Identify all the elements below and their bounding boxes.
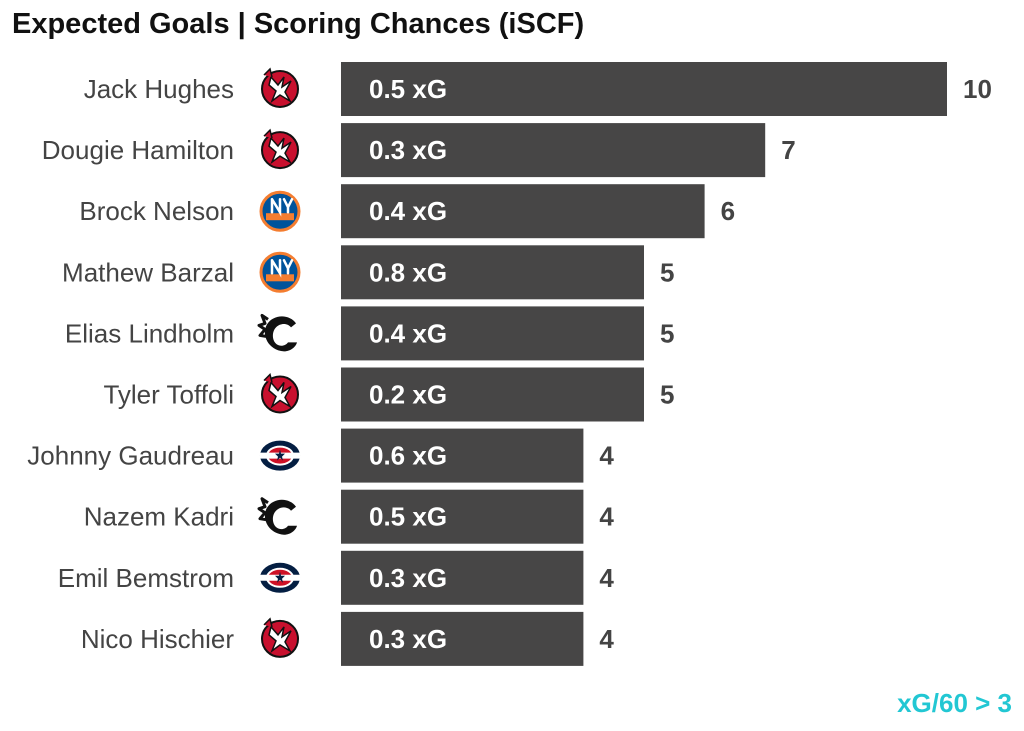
value-label: 4 [599, 624, 614, 654]
footnote: xG/60 > 3 [897, 688, 1012, 718]
player-name: Elias Lindholm [65, 318, 234, 348]
bar [341, 184, 705, 239]
value-label: 5 [660, 257, 674, 287]
bar [341, 245, 644, 300]
player-name: Tyler Toffoli [103, 380, 234, 410]
xg-label: 0.3 xG [369, 135, 447, 165]
player-name: Jack Hughes [84, 74, 234, 104]
value-label: 6 [721, 196, 735, 226]
player-name: Nico Hischier [81, 624, 234, 654]
bar [341, 489, 584, 544]
flames-logo-icon [257, 313, 297, 352]
chart-title: Expected Goals | Scoring Chances (iSCF) [12, 8, 585, 40]
value-label: 10 [963, 74, 992, 104]
bar [341, 550, 584, 605]
xg-label: 0.4 xG [369, 318, 447, 348]
bar [341, 428, 584, 483]
xg-label: 0.2 xG [369, 380, 447, 410]
bar [341, 62, 947, 116]
blue-jackets-logo-icon [260, 562, 300, 593]
xg-label: 0.6 xG [369, 441, 447, 471]
devils-logo-icon [261, 67, 299, 108]
devils-logo-icon [261, 617, 299, 658]
bar [341, 306, 644, 361]
player-name: Emil Bemstrom [58, 563, 234, 593]
xg-label: 0.5 xG [369, 502, 447, 532]
xg-label: 0.5 xG [369, 74, 447, 104]
player-name: Dougie Hamilton [42, 135, 234, 165]
value-label: 5 [660, 318, 674, 348]
devils-logo-icon [261, 128, 299, 170]
bar [341, 611, 584, 666]
flames-logo-icon [257, 497, 297, 535]
bar [341, 367, 644, 422]
bar [341, 123, 766, 178]
value-label: 5 [660, 380, 674, 410]
player-name: Mathew Barzal [62, 257, 234, 287]
player-name: Nazem Kadri [84, 502, 234, 532]
value-label: 4 [599, 441, 614, 471]
player-name: Johnny Gaudreau [27, 441, 234, 471]
xg-label: 0.4 xG [369, 196, 447, 226]
devils-logo-icon [261, 373, 299, 414]
blue-jackets-logo-icon [260, 440, 300, 471]
xg-label: 0.3 xG [369, 563, 447, 593]
value-label: 4 [599, 563, 614, 593]
player-name: Brock Nelson [79, 196, 234, 226]
xg-label: 0.8 xG [369, 257, 447, 287]
xg-label: 0.3 xG [369, 624, 447, 654]
value-label: 7 [781, 135, 795, 165]
value-label: 4 [599, 502, 614, 532]
islanders-logo-icon [259, 251, 301, 293]
islanders-logo-icon [259, 190, 301, 232]
